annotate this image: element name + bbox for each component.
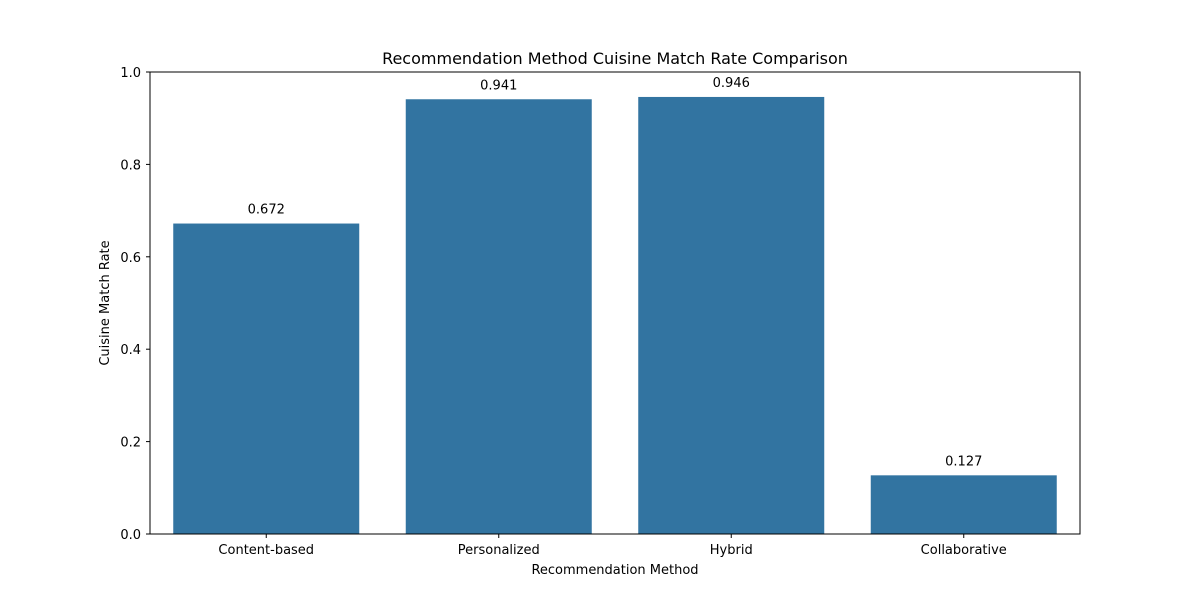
y-tick-label-1: 0.2 bbox=[120, 436, 141, 451]
y-tick-label-5: 1.0 bbox=[120, 66, 141, 81]
x-tick-label-1: Personalized bbox=[458, 543, 540, 558]
plot-frame bbox=[149, 71, 1081, 535]
x-tick-label-0: Content-based bbox=[218, 543, 314, 558]
x-ticks-layer: Content-based Personalized Hybrid Collabora… bbox=[218, 534, 1007, 558]
bar-3 bbox=[870, 475, 1057, 534]
data-label-3: 0.127 bbox=[945, 454, 982, 469]
bar-0 bbox=[173, 223, 360, 534]
data-label-2: 0.946 bbox=[713, 76, 750, 91]
chart-title: Recommendation Method Cuisine Match Rate… bbox=[382, 49, 848, 68]
data-label-0: 0.672 bbox=[248, 203, 285, 218]
x-tick-label-2: Hybrid bbox=[710, 543, 753, 558]
y-tick-label-3: 0.6 bbox=[120, 251, 141, 266]
y-tick-label-4: 0.8 bbox=[120, 158, 141, 173]
y-tick-label-0: 0.0 bbox=[120, 528, 141, 543]
x-tick-label-3: Collaborative bbox=[921, 543, 1007, 558]
data-labels-layer: 0.672 0.941 0.946 0.127 bbox=[248, 76, 983, 469]
y-axis-label: Cuisine Match Rate bbox=[98, 240, 113, 365]
bar-1 bbox=[405, 99, 592, 535]
y-ticks-layer: 0.0 0.2 0.4 0.6 0.8 1.0 bbox=[120, 66, 150, 543]
x-axis-label: Recommendation Method bbox=[531, 563, 698, 578]
data-label-1: 0.941 bbox=[480, 78, 517, 93]
bar-2 bbox=[638, 96, 825, 534]
bars-layer bbox=[173, 96, 1057, 535]
y-tick-label-2: 0.4 bbox=[120, 343, 141, 358]
